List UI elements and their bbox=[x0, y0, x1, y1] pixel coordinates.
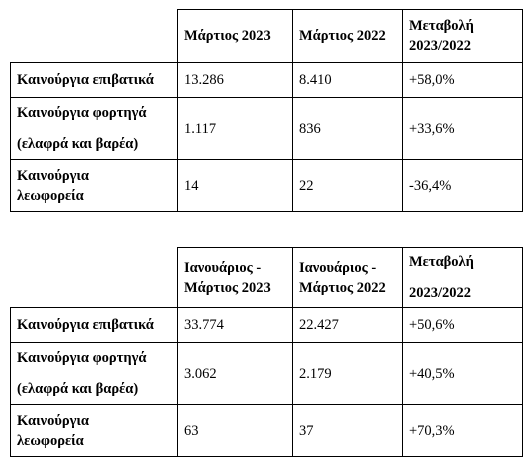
table-header-row: Μάρτιος 2023 Μάρτιος 2022 Μεταβολή 2023/… bbox=[10, 9, 523, 63]
row-label-buses: Καινούργια λεωφορεία bbox=[10, 159, 178, 212]
cell-value-2022: 22.427 bbox=[292, 307, 403, 343]
col-header-change-line1: Μεταβολή bbox=[409, 18, 474, 34]
col-header-jan-mar-2023: Ιανουάριος - Μάρτιος 2023 bbox=[177, 247, 293, 308]
cell-value-2023: 63 bbox=[177, 404, 293, 457]
row-label-trucks-line2: (ελαφρά και βαρέα) bbox=[17, 136, 139, 152]
table-january-march: Ιανουάριος - Μάρτιος 2023 Ιανουάριος - Μ… bbox=[10, 247, 523, 457]
row-label-trucks: Καινούργια φορτηγά (ελαφρά και βαρέα) bbox=[10, 97, 178, 160]
cell-value-2023: 1.117 bbox=[177, 97, 293, 160]
table-header-row: Ιανουάριος - Μάρτιος 2023 Ιανουάριος - Μ… bbox=[10, 247, 523, 308]
row-label-passenger: Καινούργια επιβατικά bbox=[10, 307, 178, 343]
corner-cell bbox=[10, 247, 178, 308]
cell-value-2023: 3.062 bbox=[177, 342, 293, 405]
col-header-jan-mar-2022-line2: Μάρτιος 2022 bbox=[299, 279, 386, 296]
col-header-march-2022: Μάρτιος 2022 bbox=[292, 9, 403, 63]
table-row: Καινούργια επιβατικά 13.286 8.410 +58,0% bbox=[10, 62, 523, 98]
row-label-buses-line1: Καινούργια bbox=[17, 167, 89, 184]
table-row: Καινούργια επιβατικά 33.774 22.427 +50,6… bbox=[10, 307, 523, 343]
cell-change: +58,0% bbox=[402, 62, 523, 98]
cell-change: +70,3% bbox=[402, 404, 523, 457]
col-header-change: Μεταβολή 2023/2022 bbox=[402, 9, 523, 63]
col-header-jan-mar-2022-line1: Ιανουάριος - bbox=[299, 259, 377, 276]
col-header-march-2023: Μάρτιος 2023 bbox=[177, 9, 293, 63]
cell-value-2022: 2.179 bbox=[292, 342, 403, 405]
table-row: Καινούργια φορτηγά (ελαφρά και βαρέα) 1.… bbox=[10, 97, 523, 160]
row-label-trucks-line2: (ελαφρά και βαρέα) bbox=[17, 381, 139, 397]
row-label-trucks: Καινούργια φορτηγά (ελαφρά και βαρέα) bbox=[10, 342, 178, 405]
cell-change: -36,4% bbox=[402, 159, 523, 212]
cell-value-2023: 14 bbox=[177, 159, 293, 212]
cell-value-2023: 33.774 bbox=[177, 307, 293, 343]
col-header-change: Μεταβολή 2023/2022 bbox=[402, 247, 523, 308]
row-label-passenger: Καινούργια επιβατικά bbox=[10, 62, 178, 98]
cell-value-2022: 836 bbox=[292, 97, 403, 160]
col-header-change-line2: 2023/2022 bbox=[409, 285, 472, 301]
row-label-buses-line2: λεωφορεία bbox=[17, 187, 84, 204]
cell-value-2022: 8.410 bbox=[292, 62, 403, 98]
table-row: Καινούργια λεωφορεία 63 37 +70,3% bbox=[10, 404, 523, 457]
cell-change: +50,6% bbox=[402, 307, 523, 343]
row-label-buses-line1: Καινούργια bbox=[17, 412, 89, 429]
cell-value-2022: 37 bbox=[292, 404, 403, 457]
col-header-jan-mar-2023-line2: Μάρτιος 2023 bbox=[184, 279, 271, 296]
row-label-buses: Καινούργια λεωφορεία bbox=[10, 404, 178, 457]
cell-change: +40,5% bbox=[402, 342, 523, 405]
corner-cell bbox=[10, 9, 178, 63]
table-march: Μάρτιος 2023 Μάρτιος 2022 Μεταβολή 2023/… bbox=[10, 9, 523, 212]
table-row: Καινούργια φορτηγά (ελαφρά και βαρέα) 3.… bbox=[10, 342, 523, 405]
table-row: Καινούργια λεωφορεία 14 22 -36,4% bbox=[10, 159, 523, 212]
col-header-jan-mar-2023-line1: Ιανουάριος - bbox=[184, 259, 262, 276]
cell-value-2022: 22 bbox=[292, 159, 403, 212]
row-label-buses-line2: λεωφορεία bbox=[17, 432, 84, 449]
row-label-trucks-line1: Καινούργια φορτηγά bbox=[17, 105, 147, 121]
cell-change: +33,6% bbox=[402, 97, 523, 160]
col-header-jan-mar-2022: Ιανουάριος - Μάρτιος 2022 bbox=[292, 247, 403, 308]
col-header-change-line2: 2023/2022 bbox=[409, 38, 472, 54]
cell-value-2023: 13.286 bbox=[177, 62, 293, 98]
row-label-trucks-line1: Καινούργια φορτηγά bbox=[17, 350, 147, 366]
col-header-change-line1: Μεταβολή bbox=[409, 254, 474, 270]
